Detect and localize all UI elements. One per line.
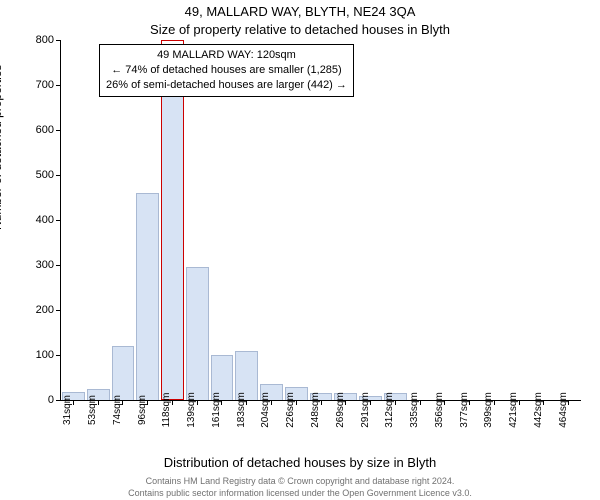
y-tick [56, 220, 61, 221]
y-tick-label: 700 [36, 79, 54, 91]
x-tick-label: 96sqm [137, 395, 148, 425]
annotation-line3: 26% of semi-detached houses are larger (… [106, 78, 347, 93]
x-tick-label: 74sqm [112, 395, 123, 425]
x-tick-label: 312sqm [384, 392, 395, 428]
y-tick [56, 310, 61, 311]
y-tick-label: 0 [48, 394, 54, 406]
x-tick-label: 226sqm [285, 392, 296, 428]
x-tick-label: 269sqm [335, 392, 346, 428]
y-tick [56, 40, 61, 41]
x-tick-label: 421sqm [508, 392, 519, 428]
y-tick-label: 100 [36, 349, 54, 361]
y-tick [56, 265, 61, 266]
y-tick [56, 85, 61, 86]
x-tick-label: 139sqm [186, 392, 197, 428]
y-tick [56, 400, 61, 401]
footer-line2: Contains public sector information licen… [0, 488, 600, 498]
x-tick [271, 400, 272, 405]
x-tick-label: 31sqm [62, 395, 73, 425]
annotation-box: 49 MALLARD WAY: 120sqm ← 74% of detached… [99, 44, 354, 97]
x-tick [172, 400, 173, 405]
x-tick-label: 53sqm [87, 395, 98, 425]
x-tick-label: 291sqm [360, 392, 371, 428]
y-axis-label: Number of detached properties [0, 65, 4, 230]
x-tick-label: 356sqm [434, 392, 445, 428]
x-tick-label: 118sqm [161, 393, 172, 428]
bar [136, 193, 159, 400]
chart-subtitle: Size of property relative to detached ho… [0, 22, 600, 37]
chart-container: 49, MALLARD WAY, BLYTH, NE24 3QA Size of… [0, 0, 600, 500]
chart-title: 49, MALLARD WAY, BLYTH, NE24 3QA [0, 4, 600, 19]
x-tick-label: 204sqm [260, 392, 271, 428]
x-tick-label: 161sqm [211, 392, 222, 428]
x-tick-label: 335sqm [409, 392, 420, 428]
x-tick-label: 442sqm [533, 392, 544, 428]
x-tick-label: 399sqm [483, 392, 494, 428]
y-tick-label: 400 [36, 214, 54, 226]
y-tick [56, 130, 61, 131]
x-axis-label: Distribution of detached houses by size … [0, 455, 600, 470]
x-tick-label: 183sqm [236, 392, 247, 428]
x-tick-label: 377sqm [459, 392, 470, 428]
annotation-line1: 49 MALLARD WAY: 120sqm [106, 48, 347, 63]
plot-area: 010020030040050060070080031sqm53sqm74sqm… [60, 40, 581, 401]
y-tick-label: 300 [36, 259, 54, 271]
bar [186, 267, 209, 400]
y-tick-label: 200 [36, 304, 54, 316]
bar [112, 346, 135, 400]
y-tick-label: 500 [36, 169, 54, 181]
x-tick-label: 464sqm [558, 392, 569, 428]
footer-line1: Contains HM Land Registry data © Crown c… [0, 476, 600, 486]
annotation-line2: ← 74% of detached houses are smaller (1,… [106, 63, 347, 78]
x-tick [73, 400, 74, 405]
y-tick [56, 175, 61, 176]
y-tick [56, 355, 61, 356]
x-tick-label: 248sqm [310, 392, 321, 428]
y-tick-label: 800 [36, 34, 54, 46]
y-tick-label: 600 [36, 124, 54, 136]
